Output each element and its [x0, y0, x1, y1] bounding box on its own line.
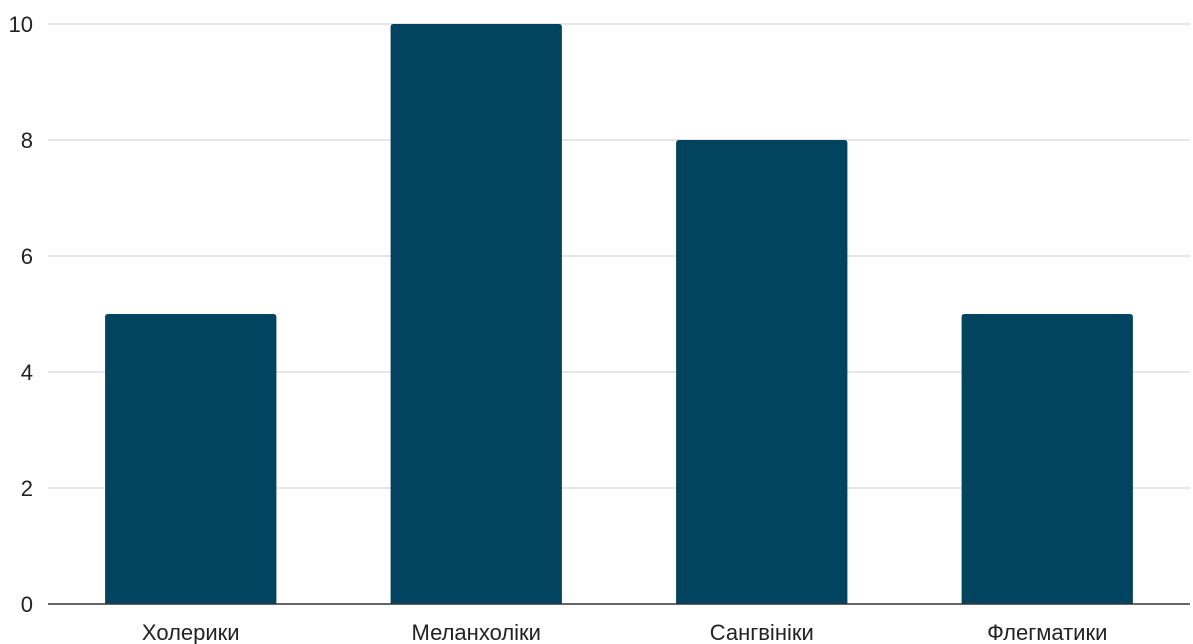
bar-1 — [105, 314, 277, 604]
y-tick-labels: 0 2 4 6 8 10 — [9, 12, 33, 617]
y-tick-label: 0 — [21, 592, 33, 617]
y-tick-label: 10 — [9, 12, 33, 37]
x-tick-label: Флегматики — [987, 620, 1107, 644]
y-tick-label: 2 — [21, 476, 33, 501]
bar-3 — [676, 140, 848, 604]
x-tick-label: Холерики — [142, 620, 240, 644]
x-tick-label: Сангвініки — [710, 620, 814, 644]
y-tick-label: 4 — [21, 360, 33, 385]
y-tick-label: 8 — [21, 128, 33, 153]
bar-2 — [390, 24, 562, 604]
x-tick-labels: Холерики Меланхоліки Сангвініки Флегматики — [142, 620, 1107, 644]
bar-4 — [961, 314, 1133, 604]
y-tick-label: 6 — [21, 244, 33, 269]
bars — [105, 24, 1133, 604]
x-tick-label: Меланхоліки — [412, 620, 541, 644]
